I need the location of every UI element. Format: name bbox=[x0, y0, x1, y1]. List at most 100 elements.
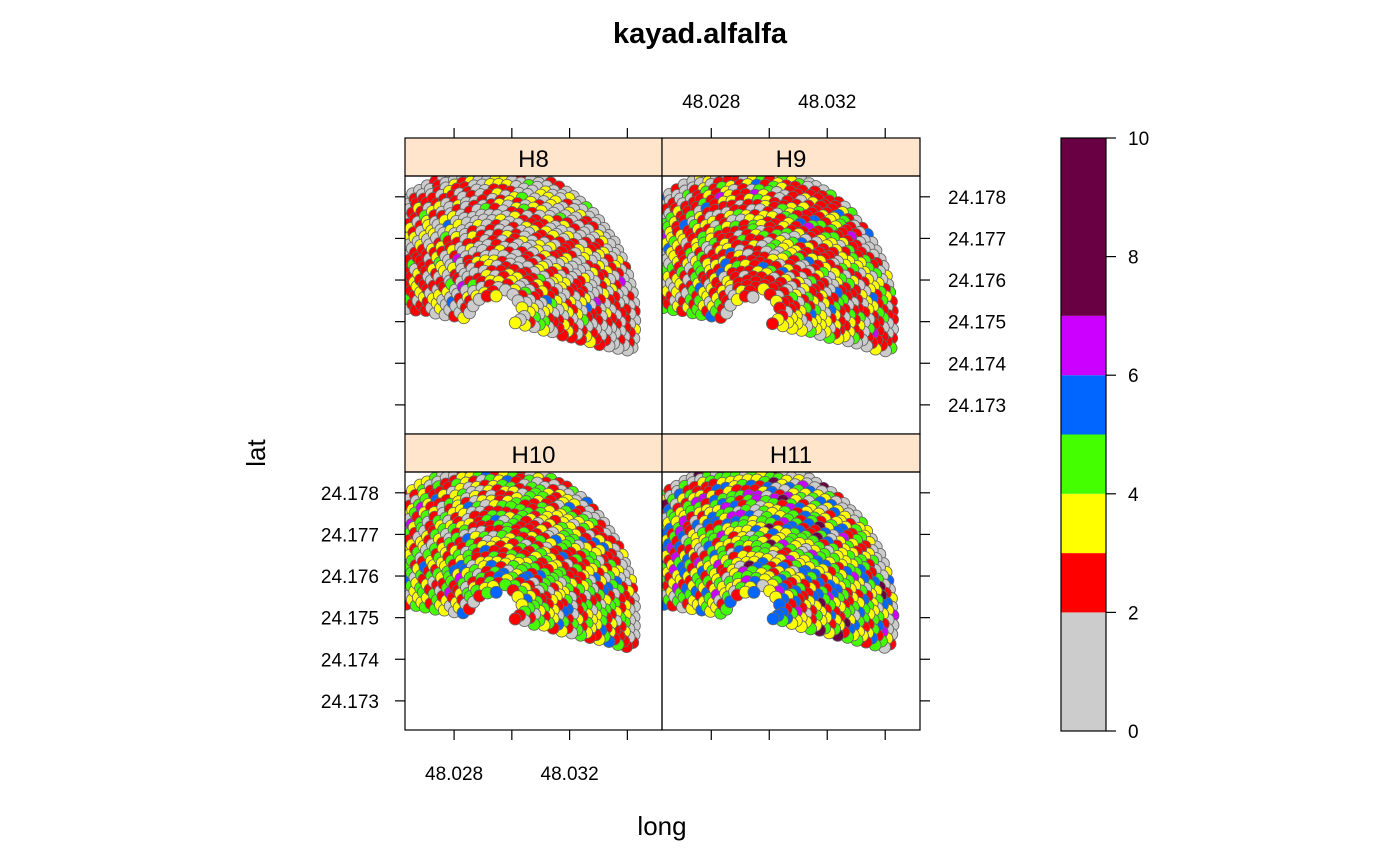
data-point bbox=[405, 254, 406, 261]
data-point bbox=[634, 549, 646, 561]
data-point bbox=[648, 215, 660, 227]
data-point bbox=[627, 523, 639, 535]
data-point bbox=[387, 592, 399, 604]
data-point bbox=[383, 233, 395, 245]
data-point bbox=[380, 258, 392, 270]
data-point bbox=[662, 295, 663, 302]
data-point bbox=[372, 297, 384, 309]
data-point bbox=[377, 240, 389, 252]
data-point bbox=[384, 512, 396, 524]
data-point bbox=[387, 254, 399, 266]
data-point bbox=[353, 257, 365, 269]
strip-label-h9: H9 bbox=[776, 146, 807, 173]
colorkey-band bbox=[1061, 493, 1106, 554]
data-point bbox=[636, 257, 648, 269]
data-point bbox=[371, 243, 383, 255]
data-point bbox=[637, 581, 649, 593]
data-point bbox=[640, 250, 652, 262]
y-tick-label: 24.174 bbox=[948, 354, 1007, 375]
data-point bbox=[747, 585, 761, 599]
data-point bbox=[405, 237, 406, 245]
data-point bbox=[634, 537, 646, 549]
data-point bbox=[646, 507, 658, 519]
data-point bbox=[405, 532, 407, 541]
data-point bbox=[648, 512, 660, 524]
data-point bbox=[648, 230, 660, 242]
data-point bbox=[630, 248, 642, 260]
data-point bbox=[382, 595, 394, 607]
data-point bbox=[373, 275, 385, 287]
x-tick-label: 48.028 bbox=[425, 764, 483, 785]
data-point bbox=[631, 545, 643, 557]
colorkey-band bbox=[1061, 553, 1106, 613]
data-point bbox=[637, 541, 649, 553]
data-point bbox=[363, 273, 375, 285]
data-point bbox=[644, 501, 656, 513]
colorkey-band bbox=[1061, 375, 1106, 435]
data-point bbox=[363, 591, 375, 603]
data-point bbox=[643, 550, 655, 562]
colorkey-band bbox=[1061, 315, 1106, 376]
data-point bbox=[391, 216, 403, 228]
data-point bbox=[662, 236, 664, 245]
colorkey-tick-label: 8 bbox=[1128, 248, 1139, 269]
y-tick-label: 24.173 bbox=[321, 692, 379, 713]
data-point bbox=[623, 233, 635, 245]
data-point bbox=[389, 261, 401, 273]
data-point bbox=[363, 260, 375, 272]
strip-h8 bbox=[404, 137, 663, 177]
data-point bbox=[632, 236, 644, 248]
data-point bbox=[350, 290, 362, 302]
data-point bbox=[386, 501, 398, 513]
data-point bbox=[380, 581, 392, 593]
data-point bbox=[640, 559, 652, 571]
data-point bbox=[648, 527, 660, 539]
data-point bbox=[384, 250, 396, 262]
data-point bbox=[645, 211, 657, 223]
data-point bbox=[489, 585, 503, 599]
strip-label-h11: H11 bbox=[770, 442, 812, 469]
data-point bbox=[385, 518, 397, 530]
data-point bbox=[642, 565, 654, 577]
data-point bbox=[378, 590, 390, 602]
data-point bbox=[646, 287, 658, 299]
data-point bbox=[370, 226, 382, 238]
x-tick-label: 48.032 bbox=[798, 92, 856, 113]
data-point bbox=[383, 530, 395, 542]
data-point bbox=[391, 527, 403, 539]
data-point bbox=[639, 299, 651, 311]
data-point bbox=[645, 539, 657, 551]
data-point bbox=[371, 283, 383, 295]
data-point bbox=[645, 242, 657, 254]
data-point bbox=[638, 212, 650, 224]
data-point bbox=[391, 597, 403, 609]
data-point bbox=[356, 250, 368, 262]
data-point bbox=[379, 524, 391, 536]
strip-h9 bbox=[661, 137, 921, 177]
data-point bbox=[373, 230, 385, 242]
y-tick-label: 24.176 bbox=[321, 567, 379, 588]
data-point bbox=[625, 239, 637, 251]
y-tick-label: 24.178 bbox=[321, 484, 379, 505]
data-point bbox=[628, 540, 640, 552]
data-point bbox=[634, 521, 646, 533]
data-point bbox=[387, 205, 399, 217]
data-point bbox=[391, 511, 403, 523]
data-point bbox=[380, 566, 392, 578]
data-point bbox=[639, 233, 651, 245]
data-point bbox=[344, 588, 356, 600]
data-point bbox=[405, 551, 407, 560]
data-point bbox=[368, 238, 380, 250]
data-point bbox=[405, 203, 406, 210]
data-point bbox=[405, 498, 406, 504]
data-point bbox=[649, 561, 661, 573]
data-point bbox=[639, 513, 651, 525]
data-point bbox=[383, 572, 395, 584]
data-point bbox=[351, 267, 363, 279]
data-point bbox=[641, 546, 653, 558]
data-point bbox=[353, 294, 365, 306]
data-point bbox=[640, 530, 652, 542]
data-point bbox=[643, 238, 655, 250]
data-point bbox=[383, 290, 395, 302]
data-point bbox=[634, 224, 646, 236]
